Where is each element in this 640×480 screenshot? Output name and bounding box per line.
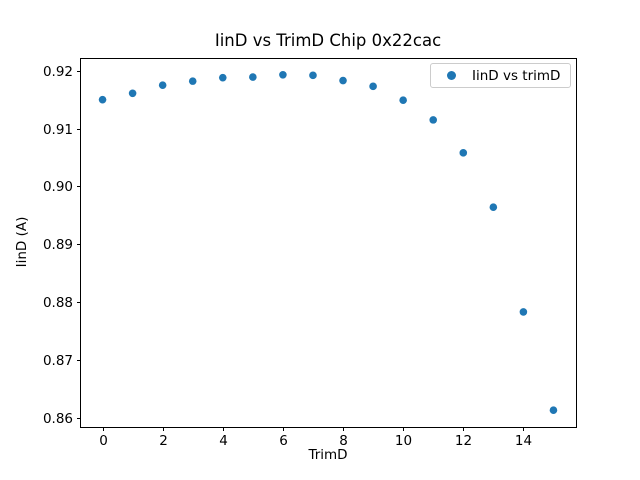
legend: IinD vs trimD [430,63,571,88]
data-point [188,77,197,85]
y-tick-label: 0.92 [43,64,73,80]
x-tick-label: 10 [395,433,412,449]
x-tick-label: 4 [219,433,228,449]
y-tick-label: 0.88 [43,295,73,311]
data-point [158,81,167,89]
data-point [399,96,407,105]
data-point [459,149,468,157]
x-tick-label: 0 [99,433,108,449]
y-tick-label: 0.89 [43,237,73,253]
x-tick-label: 14 [515,433,532,449]
x-tick-label: 8 [339,433,348,449]
data-point [489,203,498,212]
x-axis-label: TrimD [308,447,348,463]
data-point [339,76,347,85]
chart-title: IinD vs TrimD Chip 0x22cac [214,31,442,50]
y-tick-label: 0.90 [43,179,73,195]
legend-label: IinD vs trimD [472,67,561,84]
data-point [218,73,227,82]
y-tick-label: 0.87 [43,353,73,369]
x-tick-label: 2 [159,433,168,449]
y-tick-label: 0.86 [43,411,73,427]
data-point [249,73,257,81]
data-point [549,406,558,415]
axes-frame [80,58,577,428]
legend-marker-circle-icon [447,71,456,80]
data-point [369,82,377,91]
data-point [279,70,287,79]
data-point [309,71,317,80]
data-point [98,95,107,104]
data-point [128,89,137,98]
x-tick-label: 6 [279,433,288,449]
x-tick-label: 12 [455,433,472,449]
y-axis-label: IinD (A) [14,216,30,268]
data-point [519,308,528,316]
data-point [429,116,438,124]
y-tick-label: 0.91 [43,122,73,138]
